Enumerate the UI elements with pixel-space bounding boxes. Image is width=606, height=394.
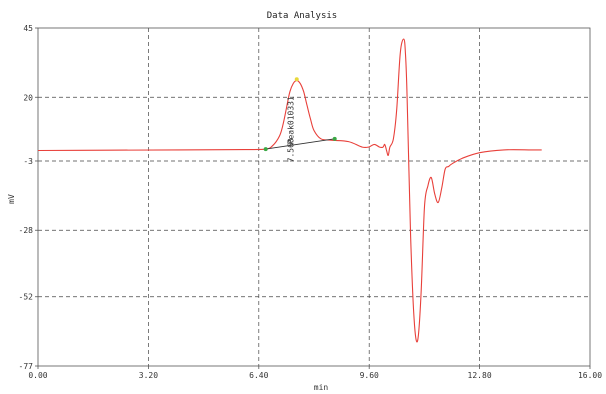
peak-marker [332, 136, 337, 141]
signal-trace-line [37, 38, 542, 343]
x-tick-label: 9.60 [360, 371, 379, 380]
y-tick-label: -77 [19, 362, 34, 371]
y-axis-ticks: 45 20 -3 -28 -52 -77 [19, 24, 38, 371]
y-tick-label: -52 [19, 293, 34, 302]
y-tick-label: 45 [23, 24, 33, 33]
plot-frame [37, 27, 591, 367]
x-tick-label: 12.80 [468, 371, 492, 380]
x-axis-title: min [314, 383, 329, 392]
x-tick-label: 0.00 [28, 371, 47, 380]
y-tick-label: -3 [23, 157, 33, 166]
y-tick-label: -28 [19, 226, 34, 235]
x-tick-label: 6.40 [249, 371, 268, 380]
y-axis-title: mV [7, 194, 16, 204]
peak-baseline [265, 138, 335, 150]
y-tick-label: 20 [23, 93, 33, 102]
series-layer [37, 38, 542, 343]
x-axis-ticks: 0.00 3.20 6.40 9.60 12.80 16.00 [28, 366, 602, 380]
x-tick-label: 3.20 [139, 371, 158, 380]
peak-annotation: Peak010331 [286, 96, 295, 144]
peak-marker [294, 77, 299, 82]
peak-annotation: 7.560 [286, 138, 295, 162]
peak-marker [263, 147, 268, 152]
x-tick-label: 16.00 [578, 371, 602, 380]
chart-title: Data Analysis [267, 11, 337, 21]
grid-lines [38, 28, 590, 366]
